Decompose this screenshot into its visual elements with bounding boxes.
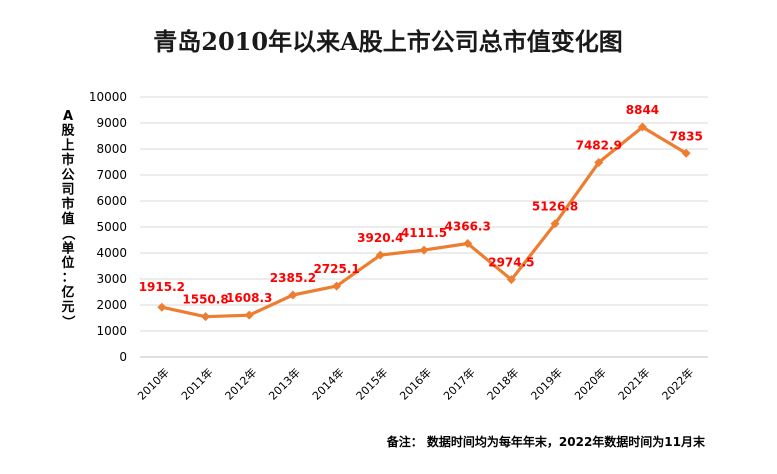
data-label: 3920.4: [357, 231, 403, 245]
x-axis-ticks: 2010年 2011年 2012年 2013年 2014年 2015年 2016年 2017年…: [134, 365, 696, 402]
x-tick-label: 2013年: [266, 365, 303, 402]
data-point: [332, 281, 342, 291]
y-axis-title-char: 值: [61, 211, 74, 227]
y-tick-label: 0: [119, 350, 127, 364]
series-line: [157, 122, 691, 322]
x-tick-label: 2011年: [178, 365, 215, 402]
y-axis-title-char: 市: [61, 196, 74, 212]
y-axis-title-char: ：: [61, 271, 74, 286]
data-point: [288, 290, 298, 300]
x-tick-label: 2020年: [571, 365, 608, 402]
y-tick-label: 3000: [96, 272, 127, 286]
y-tick-label: 8000: [96, 142, 127, 156]
y-axis-title-char: 公: [61, 168, 74, 183]
data-point: [157, 302, 167, 312]
data-label: 2385.2: [270, 271, 316, 285]
y-tick-label: 7000: [96, 168, 127, 182]
series-path: [161, 125, 688, 319]
y-axis-title-char: 上: [61, 138, 74, 153]
x-tick-label: 2021年: [615, 365, 652, 402]
data-point: [375, 250, 385, 260]
x-tick-label: 2014年: [309, 365, 346, 402]
y-axis-title-char: 市: [61, 152, 74, 168]
data-point: [244, 310, 254, 320]
data-point: [201, 312, 211, 322]
y-axis-title-char: （: [60, 227, 76, 240]
data-point: [550, 219, 560, 229]
x-tick-label: 2017年: [440, 365, 477, 402]
data-label: 8844: [626, 103, 659, 117]
x-tick-label: 2015年: [353, 365, 390, 402]
y-axis-title-char: 元: [61, 300, 74, 315]
data-label: 1915.2: [139, 280, 185, 294]
data-label: 4366.3: [445, 219, 491, 233]
y-tick-label: 1000: [96, 324, 127, 338]
y-tick-label: 6000: [96, 194, 127, 208]
y-axis-ticks: 0 1000 2000 3000 4000 5000 6000 7000 8000 9000 100…: [89, 90, 127, 364]
y-tick-label: 5000: [96, 220, 127, 234]
y-axis-title-char: 亿: [61, 284, 74, 300]
x-tick-label: 2022年: [659, 365, 696, 402]
data-label: 7835: [669, 129, 702, 143]
y-axis-title-char: 位: [61, 255, 74, 271]
data-point: [681, 148, 691, 158]
y-axis-title-char: ）: [60, 315, 76, 328]
data-label: 1550.8: [182, 293, 228, 307]
x-tick-label: 2019年: [528, 365, 565, 402]
data-label: 4111.5: [401, 226, 447, 240]
data-label: 5126.8: [532, 200, 578, 214]
y-axis-title-char: 单: [61, 240, 74, 256]
y-tick-label: 10000: [89, 90, 127, 104]
data-point: [419, 245, 429, 255]
data-label: 2725.1: [313, 262, 359, 276]
footnote: 备注： 数据时间均为每年年末，2022年数据时间为11月末: [386, 434, 706, 449]
data-point: [506, 275, 516, 285]
data-label: 2974.5: [488, 256, 534, 270]
y-tick-label: 2000: [96, 298, 127, 312]
x-tick-label: 2018年: [484, 365, 521, 402]
y-tick-label: 4000: [96, 246, 127, 260]
chart-title: 青岛2010年以来A股上市公司总市值变化图: [153, 27, 622, 56]
y-tick-label: 9000: [96, 116, 127, 130]
y-axis-title-char: 司: [61, 183, 74, 198]
data-point: [594, 157, 604, 167]
x-tick-label: 2016年: [397, 365, 434, 402]
data-label: 7482.9: [576, 138, 622, 152]
x-tick-label: 2010年: [134, 365, 171, 402]
y-axis-title-char: 股: [61, 124, 74, 139]
data-point: [637, 122, 647, 132]
x-tick-label: 2012年: [222, 365, 259, 402]
data-label: 1608.3: [226, 291, 272, 305]
data-point: [463, 238, 473, 248]
y-axis-title-char: A: [63, 109, 73, 124]
